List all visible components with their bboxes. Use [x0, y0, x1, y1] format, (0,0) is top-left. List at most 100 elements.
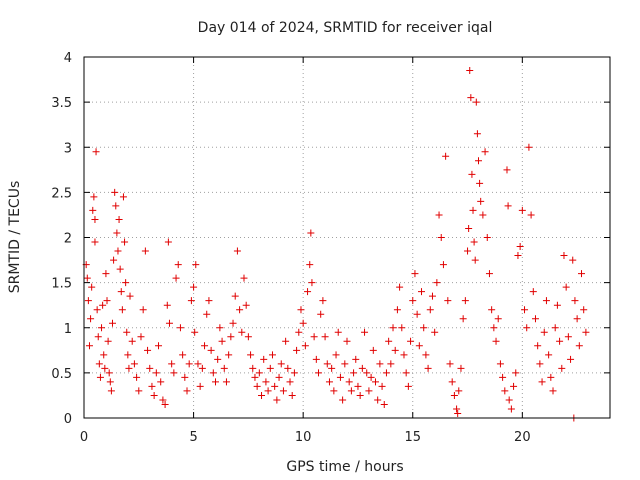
data-point — [556, 337, 564, 345]
data-point — [117, 288, 125, 296]
y-tick-label: 1.5 — [51, 277, 72, 292]
data-point — [367, 373, 375, 381]
data-point — [350, 369, 358, 377]
data-point — [470, 238, 478, 246]
data-point — [454, 409, 462, 417]
data-point — [155, 342, 163, 350]
data-point — [571, 297, 579, 305]
data-point — [501, 387, 509, 395]
axis-ticks: 0 0.5 1 1.5 2 2.5 3 3.5 4 0 5 10 15 20 — [51, 51, 610, 445]
data-point — [435, 211, 443, 219]
data-point — [214, 355, 222, 363]
data-point — [271, 382, 279, 390]
data-point — [398, 324, 406, 332]
data-point — [448, 378, 456, 386]
data-point — [179, 351, 187, 359]
data-point — [575, 342, 583, 350]
data-point — [99, 301, 107, 309]
data-point — [290, 369, 298, 377]
data-point — [483, 234, 491, 241]
data-point — [542, 297, 550, 305]
data-point — [387, 360, 395, 368]
data-point — [297, 306, 305, 314]
data-point — [365, 387, 373, 395]
data-point — [112, 202, 120, 210]
data-point — [512, 369, 520, 377]
data-point — [485, 270, 493, 278]
data-points — [82, 67, 590, 422]
data-point — [258, 391, 266, 399]
data-point — [402, 369, 410, 377]
data-point — [352, 355, 360, 363]
data-point — [444, 297, 452, 305]
data-point — [201, 342, 209, 350]
data-point — [376, 360, 384, 368]
data-point — [428, 292, 436, 300]
data-point — [212, 378, 219, 386]
data-point — [135, 387, 143, 395]
data-point — [560, 252, 568, 260]
data-point — [273, 396, 281, 404]
data-point — [339, 396, 347, 404]
data-point — [251, 373, 259, 381]
data-point — [319, 297, 327, 305]
data-point — [468, 170, 476, 178]
x-tick-label: 15 — [404, 430, 421, 445]
data-point — [409, 297, 417, 305]
data-point — [504, 202, 512, 210]
data-point — [227, 333, 235, 341]
data-point — [225, 351, 233, 359]
data-point — [255, 369, 263, 377]
data-point — [104, 337, 112, 345]
data-point — [418, 288, 426, 296]
data-point — [455, 387, 463, 395]
data-point — [119, 193, 127, 201]
data-point — [306, 261, 314, 269]
data-point — [111, 188, 119, 196]
data-point — [236, 306, 244, 314]
data-point — [116, 265, 124, 273]
data-point — [488, 306, 496, 314]
data-point — [545, 351, 553, 359]
data-point — [106, 378, 114, 386]
data-point — [510, 382, 518, 390]
data-point — [361, 328, 369, 336]
data-point — [404, 382, 412, 390]
data-point — [277, 360, 285, 368]
data-point — [114, 247, 122, 255]
data-point — [396, 283, 404, 291]
data-point — [187, 297, 195, 305]
data-point — [203, 310, 211, 318]
data-point — [312, 355, 320, 363]
data-point — [464, 247, 472, 255]
data-point — [446, 360, 454, 368]
data-point — [238, 328, 246, 336]
data-point — [461, 297, 469, 305]
data-point — [164, 238, 172, 246]
data-point — [378, 382, 386, 390]
data-point — [191, 328, 199, 336]
data-point — [558, 364, 566, 372]
data-point — [170, 369, 178, 377]
data-point — [102, 270, 110, 278]
data-point — [105, 369, 113, 377]
data-point — [369, 346, 377, 354]
data-point — [347, 387, 355, 395]
data-point — [471, 256, 479, 264]
chart-title: Day 014 of 2024, SRMTID for receiver iqa… — [198, 20, 493, 36]
data-point — [354, 382, 362, 390]
data-point — [492, 337, 500, 345]
data-point — [118, 306, 126, 314]
data-point — [525, 143, 533, 151]
data-point — [321, 333, 329, 341]
data-point — [415, 342, 423, 350]
data-point — [174, 261, 182, 269]
data-point — [163, 301, 171, 309]
data-point — [126, 292, 134, 300]
data-point — [356, 391, 364, 399]
data-point — [115, 215, 123, 223]
data-point — [426, 306, 434, 314]
data-point — [293, 346, 301, 354]
data-point — [363, 369, 371, 377]
